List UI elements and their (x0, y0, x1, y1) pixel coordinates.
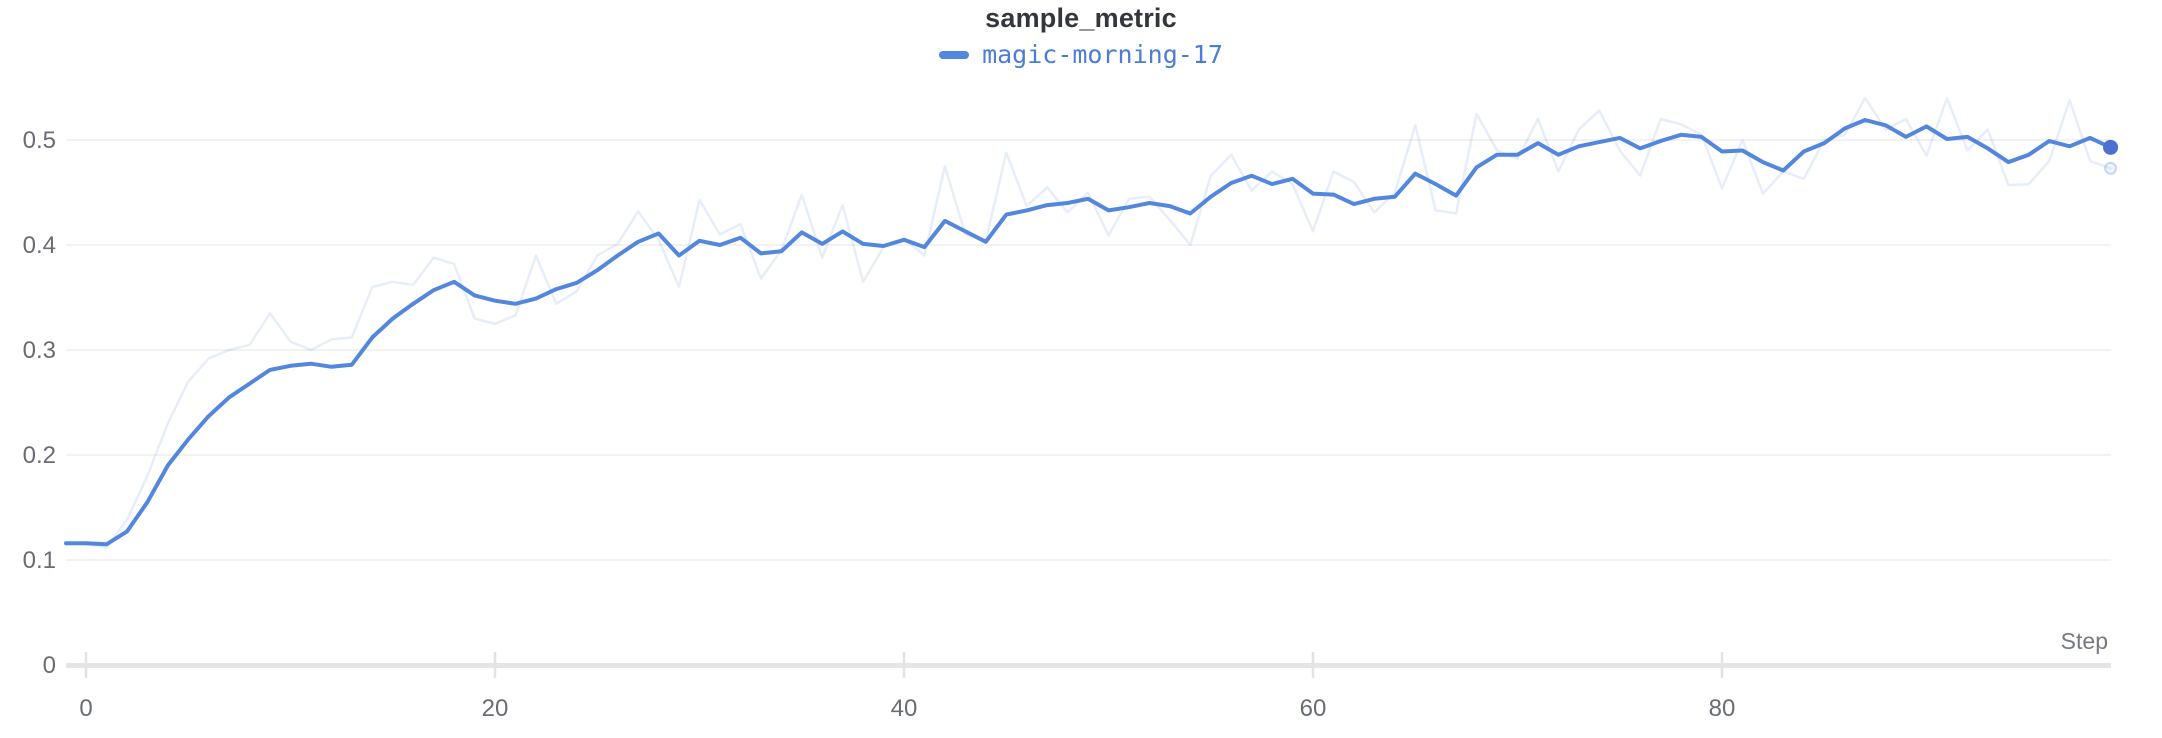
x-axis-line (66, 663, 2111, 668)
chart-title: sample_metric (985, 3, 1177, 33)
y-tick-label: 0.3 (23, 337, 56, 364)
raw-endpoint-marker (2104, 161, 2118, 175)
series-smoothed-line[interactable] (64, 118, 2113, 547)
legend-line-swatch (939, 50, 970, 59)
legend-run-name: magic-morning-17 (982, 40, 1223, 69)
legend-item-run[interactable]: magic-morning-17 (939, 42, 1223, 67)
y-tick-label: 0.2 (23, 442, 56, 469)
x-tick-label: 80 (1709, 695, 1736, 722)
x-tick-label: 20 (482, 695, 509, 722)
y-tick-label: 0.4 (23, 232, 56, 259)
y-tick-label: 0 (43, 652, 56, 679)
series-endpoint-dot[interactable] (2103, 139, 2119, 155)
x-tick-label: 0 (79, 695, 92, 722)
y-tick-label: 0.1 (23, 547, 56, 574)
series-raw-line (64, 96, 2112, 549)
y-tick-label: 0.5 (23, 127, 56, 154)
x-tick-label: 60 (1300, 695, 1327, 722)
legend: magic-morning-17 (0, 42, 2162, 67)
x-tick-label: 40 (891, 695, 918, 722)
x-axis-title: Step (2061, 628, 2108, 654)
